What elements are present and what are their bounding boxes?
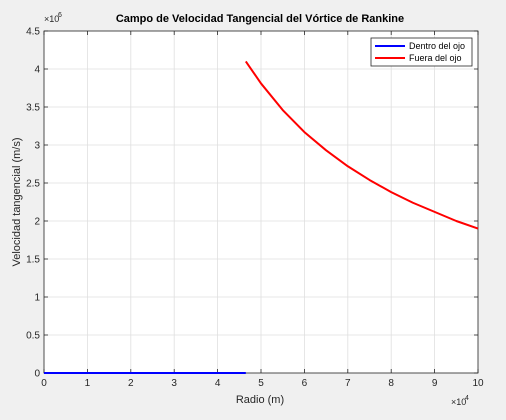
x-tick-label: 7 xyxy=(345,378,351,389)
y-tick-label: 1.5 xyxy=(26,255,40,266)
y-tick-label: 3.5 xyxy=(26,103,40,114)
y-tick-label: 2 xyxy=(34,217,40,228)
x-tick-label: 0 xyxy=(41,378,47,389)
x-tick-label: 3 xyxy=(171,378,177,389)
y-tick-label: 0 xyxy=(34,369,40,380)
chart-title: Campo de Velocidad Tangencial del Vórtic… xyxy=(116,13,404,25)
x-tick-label: 10 xyxy=(472,378,484,389)
y-tick-label: 2.5 xyxy=(26,179,40,190)
y-exponent-power: 6 xyxy=(58,12,62,19)
legend-label-dentro: Dentro del ojo xyxy=(409,41,465,51)
series-line-fuera xyxy=(244,60,479,230)
y-axis-title: Velocidad tangencial (m/s) xyxy=(11,137,23,266)
legend: Dentro del ojo Fuera del ojo xyxy=(370,37,473,67)
x-exponent-label: ×10 4 xyxy=(451,395,469,407)
x-axis-title: Radio (m) xyxy=(236,394,284,406)
y-tick-label: 4 xyxy=(34,65,40,76)
y-tick-label: 4.5 xyxy=(26,27,40,38)
y-tick-label: 1 xyxy=(34,293,40,304)
series-lines xyxy=(44,60,479,374)
x-tick-label: 9 xyxy=(432,378,438,389)
legend-label-fuera: Fuera del ojo xyxy=(409,53,462,63)
x-tick-label: 6 xyxy=(302,378,308,389)
x-tick-label: 4 xyxy=(215,378,221,389)
axis-ticks: 0 1 2 3 4 5 6 7 8 9 10 0 0.5 1 1.5 2 2.5 3 3.5 4 4.5 xyxy=(26,27,484,390)
x-tick-label: 8 xyxy=(388,378,394,389)
y-exponent-base: ×10 xyxy=(44,14,59,24)
y-exponent-label: ×10 6 xyxy=(44,12,62,24)
x-exponent-power: 4 xyxy=(465,395,469,402)
x-tick-label: 5 xyxy=(258,378,264,389)
x-exponent-base: ×10 xyxy=(451,397,466,407)
x-tick-label: 2 xyxy=(128,378,134,389)
y-tick-label: 0.5 xyxy=(26,331,40,342)
x-tick-label: 1 xyxy=(85,378,91,389)
legend-box xyxy=(370,37,473,67)
y-tick-label: 3 xyxy=(34,141,40,152)
